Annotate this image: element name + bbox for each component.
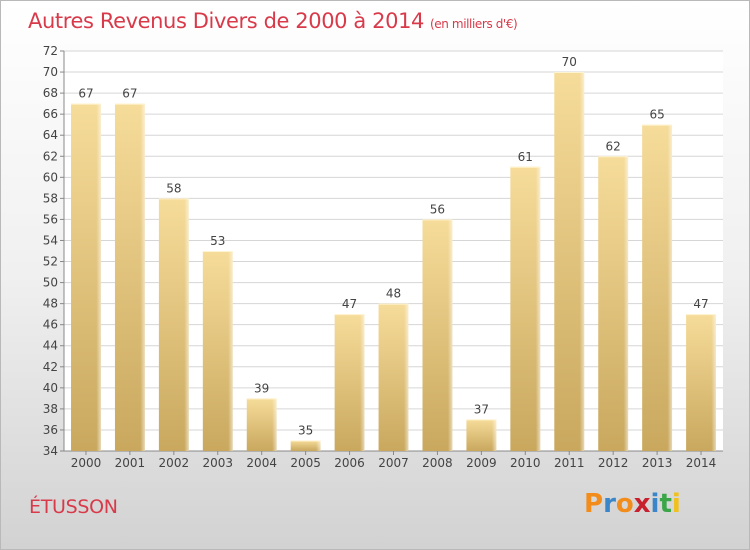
bar-highlight	[686, 314, 716, 451]
y-tick-label: 64	[43, 128, 58, 142]
data-label: 65	[649, 108, 664, 122]
y-tick-label: 68	[43, 86, 58, 100]
y-tick-label: 50	[43, 276, 58, 290]
y-tick-label: 36	[43, 423, 58, 437]
y-tick-label: 48	[43, 297, 58, 311]
y-tick-label: 38	[43, 402, 58, 416]
x-tick-label: 2011	[554, 456, 585, 470]
brand-logo: Proxiti	[584, 489, 681, 519]
chart-title: Autres Revenus Divers de 2000 à 2014 (en …	[28, 9, 518, 33]
y-tick-label: 34	[43, 444, 58, 458]
brand-logo-letter: x	[633, 489, 651, 519]
y-tick-label: 40	[43, 381, 58, 395]
x-tick-label: 2014	[686, 456, 717, 470]
brand-logo-letter: P	[584, 489, 604, 519]
chart-title-unit: (en milliers d'€)	[430, 17, 518, 31]
brand-logo-letter: i	[671, 489, 681, 519]
y-tick-label: 72	[43, 44, 58, 58]
brand-logo-letter: t	[659, 489, 672, 519]
data-label: 47	[693, 297, 708, 311]
bar-highlight	[71, 103, 101, 451]
x-tick-label: 2013	[642, 456, 673, 470]
data-label: 67	[78, 87, 93, 101]
bar-highlight	[642, 124, 673, 452]
bar-highlight	[422, 219, 453, 451]
y-tick-label: 58	[43, 191, 58, 205]
y-tick-label: 70	[43, 65, 58, 79]
data-label: 62	[606, 139, 621, 153]
bar-highlight	[290, 440, 321, 451]
x-tick-label: 2005	[290, 456, 321, 470]
brand-logo-letter: o	[615, 489, 634, 519]
bar-highlight	[246, 398, 277, 451]
x-tick-label: 2007	[378, 456, 409, 470]
data-label: 58	[166, 181, 181, 195]
x-tick-label: 2002	[159, 456, 190, 470]
data-label: 53	[210, 234, 225, 248]
y-tick-label: 44	[43, 339, 58, 353]
x-tick-label: 2003	[202, 456, 233, 470]
x-tick-label: 2000	[71, 456, 102, 470]
y-tick-label: 42	[43, 360, 58, 374]
location-label: ÉTUSSON	[29, 496, 118, 518]
brand-logo-letter: i	[650, 489, 660, 519]
y-tick-label: 66	[43, 107, 58, 121]
data-label: 70	[562, 55, 577, 69]
x-tick-label: 2006	[334, 456, 365, 470]
data-label: 56	[430, 202, 445, 216]
x-tick-label: 2008	[422, 456, 453, 470]
data-label: 61	[518, 150, 533, 164]
y-tick-label: 56	[43, 212, 58, 226]
brand-logo-letter: r	[603, 489, 616, 519]
bar-highlight	[114, 103, 145, 451]
data-label: 39	[254, 381, 269, 395]
bar-highlight	[158, 198, 189, 451]
x-tick-label: 2012	[598, 456, 629, 470]
data-label: 35	[298, 423, 313, 437]
bar-highlight	[202, 251, 233, 451]
y-tick-label: 62	[43, 149, 58, 163]
y-tick-label: 54	[43, 233, 58, 247]
data-label: 67	[122, 87, 137, 101]
bar-highlight	[378, 303, 409, 451]
bar-highlight	[510, 166, 541, 451]
data-label: 48	[386, 287, 401, 301]
bar-highlight	[598, 156, 629, 451]
y-tick-label: 60	[43, 170, 58, 184]
bar-highlight	[466, 419, 497, 451]
x-tick-label: 2009	[466, 456, 497, 470]
y-tick-label: 46	[43, 318, 58, 332]
chart-title-text: Autres Revenus Divers de 2000 à 2014	[28, 9, 425, 33]
bar-highlight	[334, 314, 365, 451]
data-label: 37	[474, 402, 489, 416]
x-tick-label: 2001	[115, 456, 146, 470]
y-tick-label: 52	[43, 255, 58, 269]
x-tick-label: 2004	[246, 456, 277, 470]
bar-highlight	[554, 72, 585, 451]
x-tick-label: 2010	[510, 456, 541, 470]
data-label: 47	[342, 297, 357, 311]
